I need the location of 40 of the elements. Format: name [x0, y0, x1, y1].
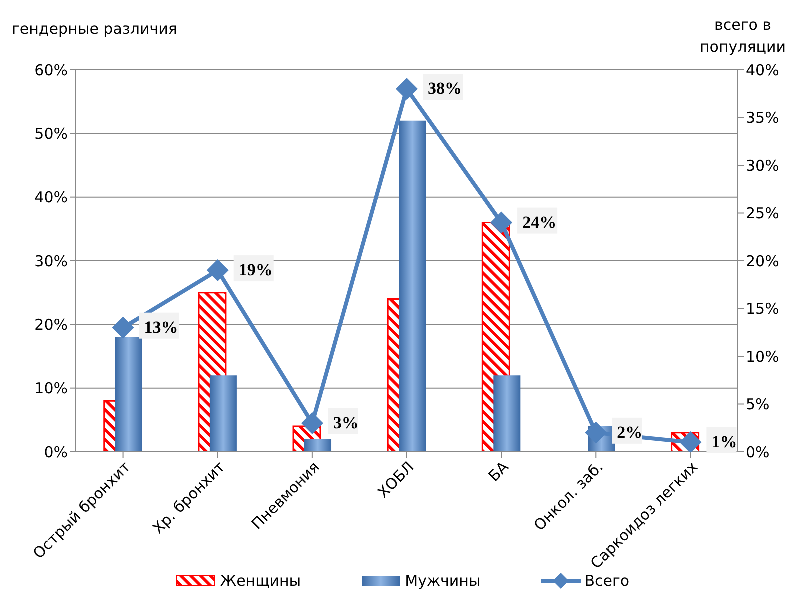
point [490, 212, 513, 234]
point [112, 316, 134, 339]
point [680, 431, 702, 452]
point [396, 78, 418, 100]
data-label: 13% [144, 318, 178, 337]
bar [210, 376, 237, 452]
point [206, 260, 229, 282]
data-label: 24% [522, 212, 557, 232]
y2-tick-label: 40% [746, 61, 780, 80]
y2-tick-label: 25% [746, 204, 780, 223]
y-tick-label: 10% [34, 380, 68, 398]
y2-tick-label: 0% [746, 443, 770, 462]
data-label: 38% [428, 79, 462, 98]
y2-tick-label: 10% [746, 348, 780, 366]
data-label: 1% [712, 432, 738, 452]
y2-tick-label: 15% [746, 300, 780, 318]
point [301, 412, 324, 434]
y2-tick-label: 30% [746, 156, 780, 175]
y-axis-title: гендерные различия [12, 20, 178, 38]
y-tick-label: 20% [34, 316, 68, 334]
y2-tick-label: 35% [746, 109, 780, 128]
y2-axis-title: всего в популяции [699, 15, 787, 58]
bar [399, 120, 426, 452]
legend-label: Мужчины [405, 572, 481, 590]
bar [115, 337, 142, 452]
bar [304, 439, 332, 452]
y-tick-label: 50% [34, 124, 68, 143]
data-label: 2% [617, 422, 643, 442]
y2-tick-label: 5% [746, 396, 770, 414]
y-tick-label: 30% [34, 252, 68, 270]
bar [494, 376, 521, 452]
x-tick-label: БА [485, 458, 513, 486]
y2-tick-label: 20% [746, 252, 780, 270]
y-tick-label: 40% [34, 188, 68, 207]
data-label: 19% [238, 260, 273, 280]
legend-label: Женщины [220, 572, 302, 590]
y-tick-label: 0% [44, 443, 68, 462]
y-tick-label: 60% [34, 61, 68, 80]
legend-label: Всего [584, 572, 630, 590]
data-label: 3% [333, 413, 359, 432]
